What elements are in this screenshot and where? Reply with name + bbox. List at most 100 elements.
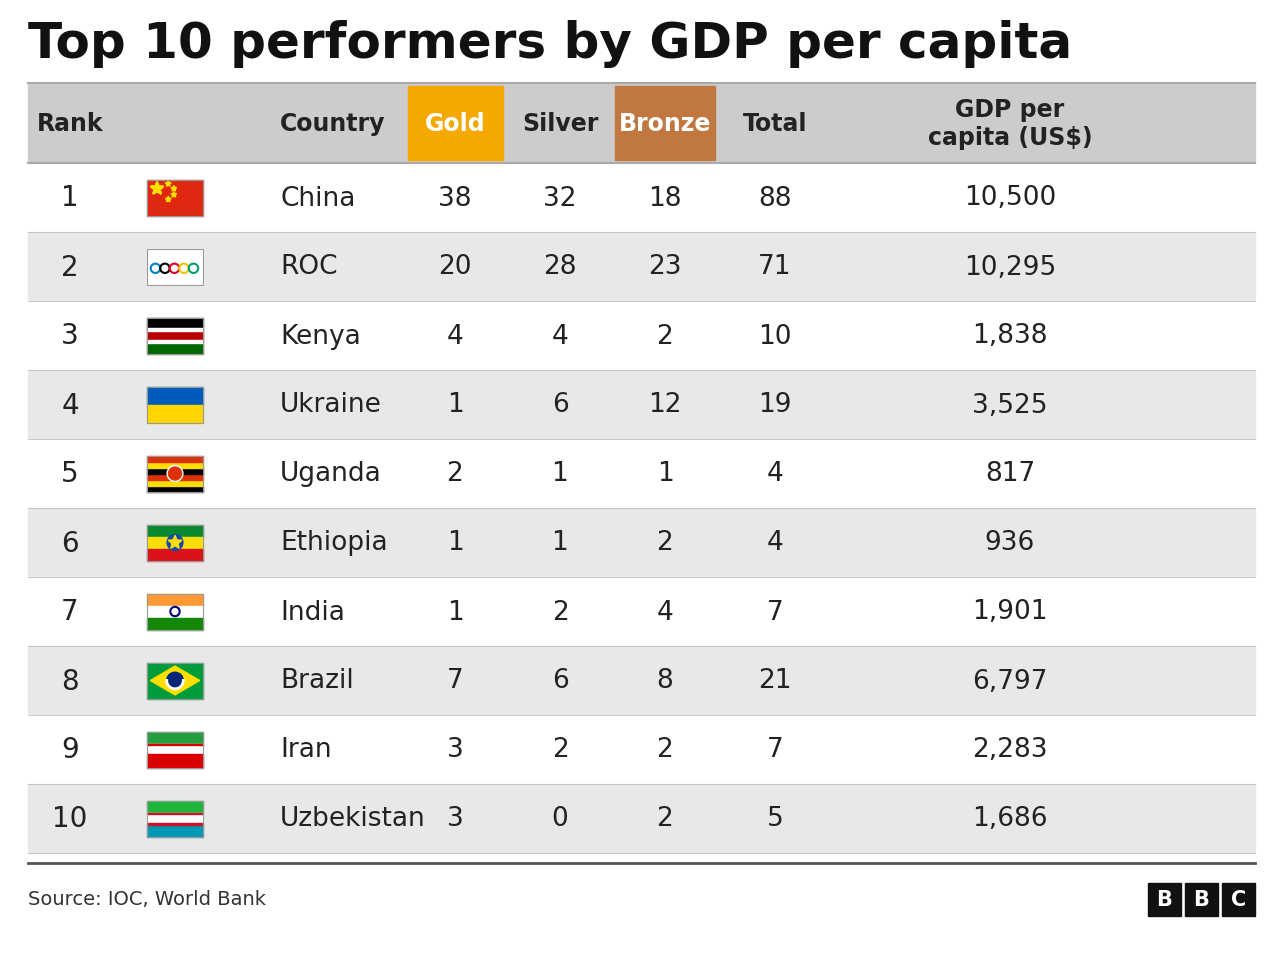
Text: 7: 7 bbox=[61, 598, 79, 626]
Bar bbox=[147, 663, 204, 699]
Text: 18: 18 bbox=[648, 185, 682, 211]
Bar bbox=[147, 181, 204, 216]
Text: 9: 9 bbox=[61, 736, 79, 764]
Bar bbox=[147, 406, 204, 423]
Text: 1: 1 bbox=[61, 185, 79, 212]
Text: 6: 6 bbox=[61, 529, 79, 557]
Bar bbox=[147, 480, 204, 486]
Text: 4: 4 bbox=[61, 391, 79, 419]
Bar bbox=[147, 731, 204, 744]
Polygon shape bbox=[150, 666, 200, 695]
Text: 8: 8 bbox=[61, 667, 79, 695]
Bar bbox=[147, 744, 204, 755]
Text: B: B bbox=[1193, 889, 1210, 909]
Text: 10: 10 bbox=[758, 323, 792, 349]
Text: 5: 5 bbox=[767, 805, 783, 831]
Text: 5: 5 bbox=[61, 460, 79, 488]
Text: 88: 88 bbox=[758, 185, 792, 211]
Bar bbox=[147, 825, 204, 837]
Circle shape bbox=[166, 673, 183, 689]
Text: 1: 1 bbox=[657, 461, 673, 487]
Bar bbox=[147, 605, 204, 618]
Bar bbox=[147, 663, 204, 699]
Text: 8: 8 bbox=[657, 668, 673, 694]
Bar bbox=[147, 462, 204, 468]
Bar bbox=[147, 813, 204, 825]
Text: Uzbekistan: Uzbekistan bbox=[280, 805, 426, 831]
Text: Total: Total bbox=[742, 111, 808, 136]
Text: ROC: ROC bbox=[280, 255, 338, 281]
Bar bbox=[147, 824, 204, 825]
Text: 2: 2 bbox=[61, 254, 79, 282]
Text: Gold: Gold bbox=[425, 111, 485, 136]
Text: 10: 10 bbox=[52, 804, 88, 832]
Text: 817: 817 bbox=[984, 461, 1036, 487]
Bar bbox=[28, 715, 1254, 784]
Text: Uganda: Uganda bbox=[280, 461, 381, 487]
Bar bbox=[147, 329, 204, 332]
Bar bbox=[28, 302, 1254, 371]
Polygon shape bbox=[151, 183, 164, 195]
Bar bbox=[28, 233, 1254, 302]
Text: 71: 71 bbox=[758, 255, 792, 281]
Text: 10,500: 10,500 bbox=[964, 185, 1056, 211]
Bar bbox=[147, 754, 204, 755]
Bar bbox=[147, 331, 204, 342]
Bar bbox=[1148, 882, 1181, 916]
Text: 6: 6 bbox=[552, 392, 568, 418]
Bar bbox=[28, 84, 1254, 163]
Text: 3: 3 bbox=[61, 322, 79, 350]
Bar bbox=[1222, 882, 1254, 916]
Text: 3: 3 bbox=[447, 737, 463, 763]
Polygon shape bbox=[165, 197, 172, 203]
Text: GDP per
capita (US$): GDP per capita (US$) bbox=[928, 97, 1092, 150]
Text: 4: 4 bbox=[767, 530, 783, 555]
Text: 1,901: 1,901 bbox=[973, 599, 1048, 625]
Text: 2: 2 bbox=[447, 461, 463, 487]
Bar bbox=[147, 594, 204, 605]
Text: 7: 7 bbox=[447, 668, 463, 694]
Bar bbox=[147, 456, 204, 492]
Polygon shape bbox=[165, 182, 172, 187]
Bar bbox=[28, 784, 1254, 853]
Text: 7: 7 bbox=[767, 737, 783, 763]
Text: 21: 21 bbox=[758, 668, 792, 694]
Polygon shape bbox=[172, 192, 177, 198]
Bar bbox=[147, 525, 204, 537]
Bar bbox=[147, 594, 204, 629]
Text: Ukraine: Ukraine bbox=[280, 392, 381, 418]
Text: 1: 1 bbox=[447, 392, 463, 418]
Text: Top 10 performers by GDP per capita: Top 10 performers by GDP per capita bbox=[28, 20, 1073, 68]
Bar bbox=[147, 618, 204, 629]
Text: C: C bbox=[1231, 889, 1247, 909]
Circle shape bbox=[168, 535, 183, 551]
Text: 32: 32 bbox=[543, 185, 577, 211]
Text: 1: 1 bbox=[552, 530, 568, 555]
Text: 4: 4 bbox=[552, 323, 568, 349]
Text: Country: Country bbox=[280, 111, 385, 136]
Polygon shape bbox=[151, 183, 164, 195]
Bar bbox=[147, 813, 204, 814]
Text: 3,525: 3,525 bbox=[973, 392, 1048, 418]
Bar bbox=[28, 647, 1254, 715]
Bar bbox=[614, 86, 716, 160]
Text: 4: 4 bbox=[447, 323, 463, 349]
Text: 28: 28 bbox=[543, 255, 577, 281]
Bar bbox=[147, 249, 204, 285]
Text: 2: 2 bbox=[657, 323, 673, 349]
Text: India: India bbox=[280, 599, 344, 625]
Text: 19: 19 bbox=[758, 392, 792, 418]
Text: 3: 3 bbox=[447, 805, 463, 831]
Circle shape bbox=[168, 466, 183, 481]
Bar bbox=[147, 387, 204, 423]
Text: 2: 2 bbox=[657, 805, 673, 831]
Text: Rank: Rank bbox=[37, 111, 104, 136]
Text: 7: 7 bbox=[767, 599, 783, 625]
Text: 1,686: 1,686 bbox=[973, 805, 1048, 831]
Bar bbox=[147, 387, 204, 406]
Polygon shape bbox=[172, 186, 177, 192]
Bar bbox=[147, 468, 204, 474]
Text: Bronze: Bronze bbox=[618, 111, 712, 136]
Bar bbox=[147, 549, 204, 561]
Text: 1,838: 1,838 bbox=[973, 323, 1048, 349]
